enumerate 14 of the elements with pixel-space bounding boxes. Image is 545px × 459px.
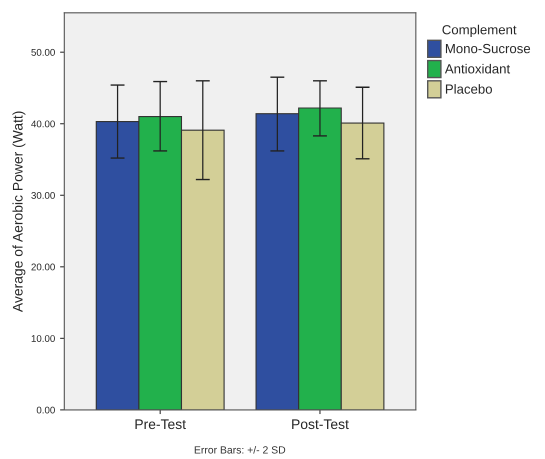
y-tick-label: 20.00 bbox=[31, 264, 55, 270]
text: Error Bars: +/- 2 SD bbox=[194, 446, 286, 454]
legend-label: Mono-Sucrose bbox=[446, 44, 530, 54]
y-tick-label: 40.00 bbox=[31, 120, 55, 128]
x-tick-label: Post-Test bbox=[292, 419, 349, 430]
y-tick-label: 50.00 bbox=[31, 48, 55, 56]
legend-label: Antioxidant bbox=[444, 64, 510, 74]
y-tick-label: 0.00 bbox=[36, 406, 55, 414]
y-tick-label: 30.00 bbox=[31, 192, 55, 199]
y-tick-label: 10.00 bbox=[32, 335, 55, 342]
x-tick-label: Pre-Test bbox=[135, 419, 186, 430]
y-axis-title: Average of Aerobic Power (Watt) bbox=[12, 111, 26, 312]
legend-label: Placebo bbox=[446, 84, 492, 94]
legend-title: Complement bbox=[442, 24, 516, 38]
